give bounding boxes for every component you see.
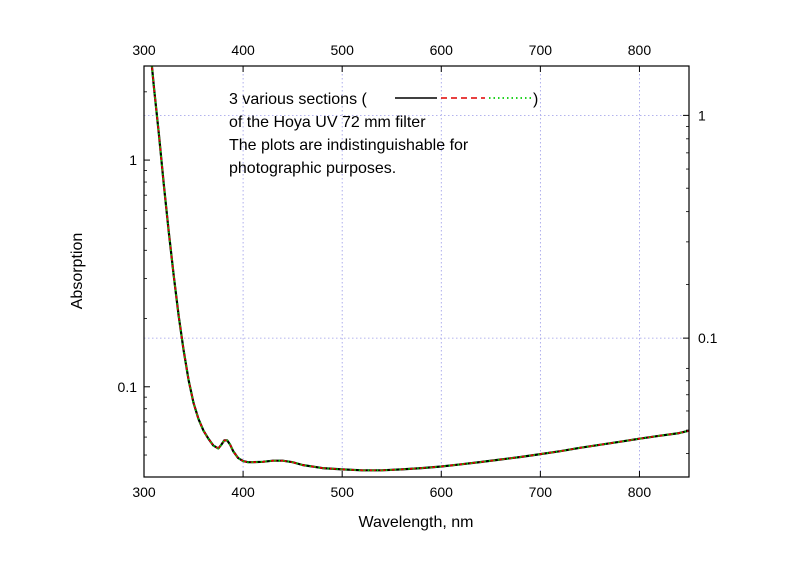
y-axis-title: Absorption: [69, 233, 86, 310]
annotation-line3: The plots are indistinguishable for: [229, 137, 469, 154]
y-tick-label-right: 0.1: [698, 330, 718, 346]
annotation-block: 3 various sections ( ) of the Hoya UV 72…: [229, 91, 538, 177]
series-line-dotted: [151, 65, 690, 472]
x-tick-label-top: 300: [132, 42, 156, 58]
x-tick-label-top: 800: [628, 42, 652, 58]
x-tick-label-top: 500: [331, 42, 355, 58]
annotation-line1-suffix: ): [533, 91, 538, 108]
x-tick-label-bottom: 600: [430, 484, 454, 500]
x-tick-label-bottom: 300: [132, 484, 156, 500]
annotation-line1-prefix: 3 various sections (: [229, 91, 368, 108]
y-tick-label-right: 1: [698, 107, 706, 123]
x-tick-label-top: 400: [231, 42, 255, 58]
series-group: [150, 65, 690, 472]
y-tick-label-left: 0.1: [118, 379, 138, 395]
annotation-line4: photographic purposes.: [229, 160, 396, 177]
x-tick-label-bottom: 700: [529, 484, 553, 500]
tick-marks: [143, 66, 689, 477]
x-tick-label-bottom: 500: [331, 484, 355, 500]
x-tick-label-top: 600: [430, 42, 454, 58]
y-tick-label-left: 1: [129, 152, 137, 168]
x-tick-label-bottom: 800: [628, 484, 652, 500]
tick-labels: 300 300 400 400 500 500 600 600 700 700 800 800 0.1 1…: [118, 42, 718, 500]
annotation-line2: of the Hoya UV 72 mm filter: [229, 114, 426, 131]
x-axis-title: Wavelength, nm: [358, 514, 473, 531]
plot-frame: [143, 65, 690, 478]
grid-lines: [144, 66, 689, 477]
x-tick-label-bottom: 400: [231, 484, 255, 500]
series-line-dashed: [151, 65, 690, 472]
x-tick-label-top: 700: [529, 42, 553, 58]
